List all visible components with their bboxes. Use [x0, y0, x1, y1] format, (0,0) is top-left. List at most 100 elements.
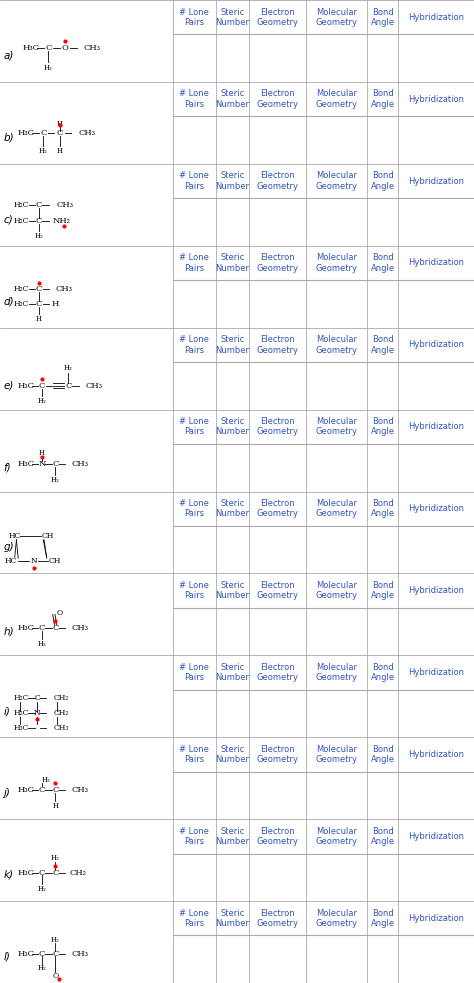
Text: H₂: H₂ [64, 365, 73, 373]
Text: Bond
Angle: Bond Angle [371, 499, 395, 518]
Text: H₃C: H₃C [22, 43, 39, 52]
Text: H₂C: H₂C [14, 285, 29, 293]
Text: NH₂: NH₂ [53, 217, 71, 225]
Text: C: C [39, 624, 45, 632]
Text: CH₃: CH₃ [72, 460, 89, 468]
Text: C: C [56, 129, 63, 137]
Text: l): l) [3, 952, 10, 962]
Text: Bond
Angle: Bond Angle [371, 417, 395, 436]
Text: # Lone
Pairs: # Lone Pairs [179, 89, 210, 109]
Text: Electron
Geometry: Electron Geometry [256, 8, 298, 27]
Text: C: C [52, 460, 59, 468]
Text: C: C [36, 217, 42, 225]
Text: Hybridization: Hybridization [408, 504, 464, 513]
Text: Hybridization: Hybridization [408, 259, 464, 267]
Text: CH₃: CH₃ [86, 381, 103, 390]
Text: Electron
Geometry: Electron Geometry [256, 745, 298, 764]
Text: H₃C: H₃C [17, 460, 34, 468]
Text: H₂: H₂ [37, 640, 46, 648]
Text: H: H [57, 146, 63, 154]
Text: # Lone
Pairs: # Lone Pairs [179, 171, 210, 191]
Text: H: H [52, 802, 58, 810]
Text: CH₃: CH₃ [83, 43, 100, 52]
Text: H₂: H₂ [37, 964, 46, 972]
Text: N: N [30, 557, 37, 565]
Text: Electron
Geometry: Electron Geometry [256, 254, 298, 272]
Text: Bond
Angle: Bond Angle [371, 663, 395, 682]
Text: # Lone
Pairs: # Lone Pairs [179, 663, 210, 682]
Text: Molecular
Geometry: Molecular Geometry [316, 908, 357, 928]
Text: Bond
Angle: Bond Angle [371, 827, 395, 846]
Text: C: C [36, 300, 42, 308]
Text: f): f) [3, 463, 11, 473]
Text: CH₃: CH₃ [72, 950, 89, 957]
Text: Hybridization: Hybridization [408, 832, 464, 840]
Text: H₂: H₂ [39, 146, 47, 154]
Text: d): d) [3, 297, 14, 307]
Text: C: C [34, 694, 40, 702]
Text: Hybridization: Hybridization [408, 750, 464, 759]
Text: CH₂: CH₂ [54, 710, 69, 718]
Text: Molecular
Geometry: Molecular Geometry [316, 827, 357, 846]
Text: Molecular
Geometry: Molecular Geometry [316, 417, 357, 436]
Text: Steric
Number: Steric Number [215, 254, 249, 272]
Text: Hybridization: Hybridization [408, 94, 464, 103]
Text: # Lone
Pairs: # Lone Pairs [179, 827, 210, 846]
Text: # Lone
Pairs: # Lone Pairs [179, 499, 210, 518]
Text: Bond
Angle: Bond Angle [371, 171, 395, 191]
Text: H₂: H₂ [37, 397, 46, 405]
Text: Hybridization: Hybridization [408, 340, 464, 349]
Text: H₃C: H₃C [14, 723, 29, 731]
Text: Molecular
Geometry: Molecular Geometry [316, 254, 357, 272]
Text: H: H [39, 449, 45, 457]
Text: # Lone
Pairs: # Lone Pairs [179, 581, 210, 601]
Text: e): e) [3, 380, 14, 391]
Text: # Lone
Pairs: # Lone Pairs [179, 8, 210, 27]
Text: CH₃: CH₃ [54, 723, 69, 731]
Text: Steric
Number: Steric Number [215, 827, 249, 846]
Text: H₂: H₂ [51, 936, 60, 944]
Text: C: C [65, 381, 72, 390]
Text: Electron
Geometry: Electron Geometry [256, 171, 298, 191]
Text: Molecular
Geometry: Molecular Geometry [316, 171, 357, 191]
Text: Electron
Geometry: Electron Geometry [256, 89, 298, 109]
Text: C: C [36, 285, 42, 293]
Text: H₂: H₂ [44, 64, 53, 72]
Text: H₂: H₂ [42, 777, 51, 784]
Text: H₂C: H₂C [14, 694, 29, 702]
Text: CH₃: CH₃ [72, 624, 89, 632]
Text: Steric
Number: Steric Number [215, 581, 249, 601]
Text: Steric
Number: Steric Number [215, 908, 249, 928]
Text: CH₂: CH₂ [54, 694, 69, 702]
Text: Bond
Angle: Bond Angle [371, 254, 395, 272]
Text: a): a) [3, 51, 14, 61]
Text: CH₂: CH₂ [69, 869, 86, 877]
Text: HC: HC [9, 533, 21, 541]
Text: Hybridization: Hybridization [408, 668, 464, 677]
Text: C: C [52, 624, 59, 632]
Text: CH₃: CH₃ [72, 785, 89, 793]
Text: H₂: H₂ [37, 885, 46, 893]
Text: C: C [39, 785, 45, 793]
Text: C: C [52, 869, 59, 877]
Text: Steric
Number: Steric Number [215, 417, 249, 436]
Text: CH: CH [48, 557, 61, 565]
Text: Hybridization: Hybridization [408, 423, 464, 432]
Text: H₃C: H₃C [17, 624, 34, 632]
Text: Steric
Number: Steric Number [215, 8, 249, 27]
Text: HC: HC [5, 557, 17, 565]
Text: Electron
Geometry: Electron Geometry [256, 417, 298, 436]
Text: H₂C: H₂C [14, 710, 29, 718]
Text: CH₃: CH₃ [79, 129, 96, 137]
Text: Bond
Angle: Bond Angle [371, 89, 395, 109]
Text: i): i) [3, 706, 10, 717]
Text: C: C [39, 381, 45, 390]
Text: CH₃: CH₃ [55, 285, 73, 293]
Text: Molecular
Geometry: Molecular Geometry [316, 89, 357, 109]
Text: H: H [51, 300, 58, 308]
Text: H₂C: H₂C [14, 202, 29, 209]
Text: H₂: H₂ [51, 476, 60, 484]
Text: H₃C: H₃C [17, 950, 34, 957]
Text: C: C [39, 950, 45, 957]
Text: Hybridization: Hybridization [408, 177, 464, 186]
